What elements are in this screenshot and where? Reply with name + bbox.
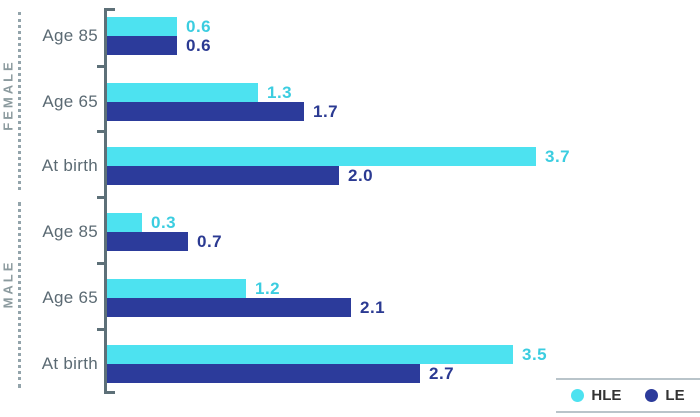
bar-le [107, 298, 351, 317]
value-label-hle: 3.5 [522, 345, 548, 364]
y-axis-tick [97, 65, 104, 68]
y-axis-tick [97, 196, 104, 199]
y-axis-bottom-cap [104, 391, 115, 394]
value-label-le: 2.0 [348, 166, 374, 185]
section-label-male: MALE [0, 259, 16, 309]
y-axis-tick [97, 262, 104, 265]
bar-hle [107, 83, 258, 102]
bar-le [107, 36, 177, 55]
bar-hle [107, 279, 246, 298]
y-axis-tick [97, 328, 104, 331]
category-label: Age 85 [42, 26, 98, 45]
section-dotted-guide [18, 12, 21, 190]
value-label-hle: 0.3 [151, 213, 177, 232]
bar-le [107, 232, 188, 251]
le-legend-dot-icon [645, 389, 659, 402]
value-label-le: 0.6 [186, 36, 212, 55]
hle-legend-label: HLE [591, 387, 622, 404]
section-dotted-guide [18, 202, 21, 388]
category-label: At birth [41, 156, 98, 175]
bar-le [107, 166, 339, 185]
category-label: Age 65 [42, 288, 98, 307]
y-axis-line [104, 8, 107, 394]
value-label-hle: 0.6 [186, 17, 212, 36]
y-axis-tick [97, 130, 104, 133]
legend: HLE LE [556, 378, 700, 413]
category-label: Age 85 [42, 222, 98, 241]
bar-le [107, 102, 304, 121]
category-label: Age 65 [42, 92, 98, 111]
bar-hle [107, 17, 177, 36]
value-label-hle: 3.7 [545, 147, 571, 166]
value-label-le: 1.7 [313, 102, 339, 121]
le-legend-label: LE [665, 387, 685, 404]
hle-legend-dot-icon [571, 389, 585, 402]
value-label-hle: 1.2 [255, 279, 281, 298]
value-label-le: 0.7 [197, 232, 223, 251]
bar-le [107, 364, 420, 383]
section-label-female: FEMALE [0, 59, 16, 131]
category-label: At birth [41, 354, 98, 373]
bar-hle [107, 345, 513, 364]
value-label-hle: 1.3 [267, 83, 293, 102]
y-axis-top-cap [104, 8, 115, 11]
value-label-le: 2.1 [360, 298, 386, 317]
value-label-le: 2.7 [429, 364, 455, 383]
bar-hle [107, 147, 536, 166]
bar-hle [107, 213, 142, 232]
